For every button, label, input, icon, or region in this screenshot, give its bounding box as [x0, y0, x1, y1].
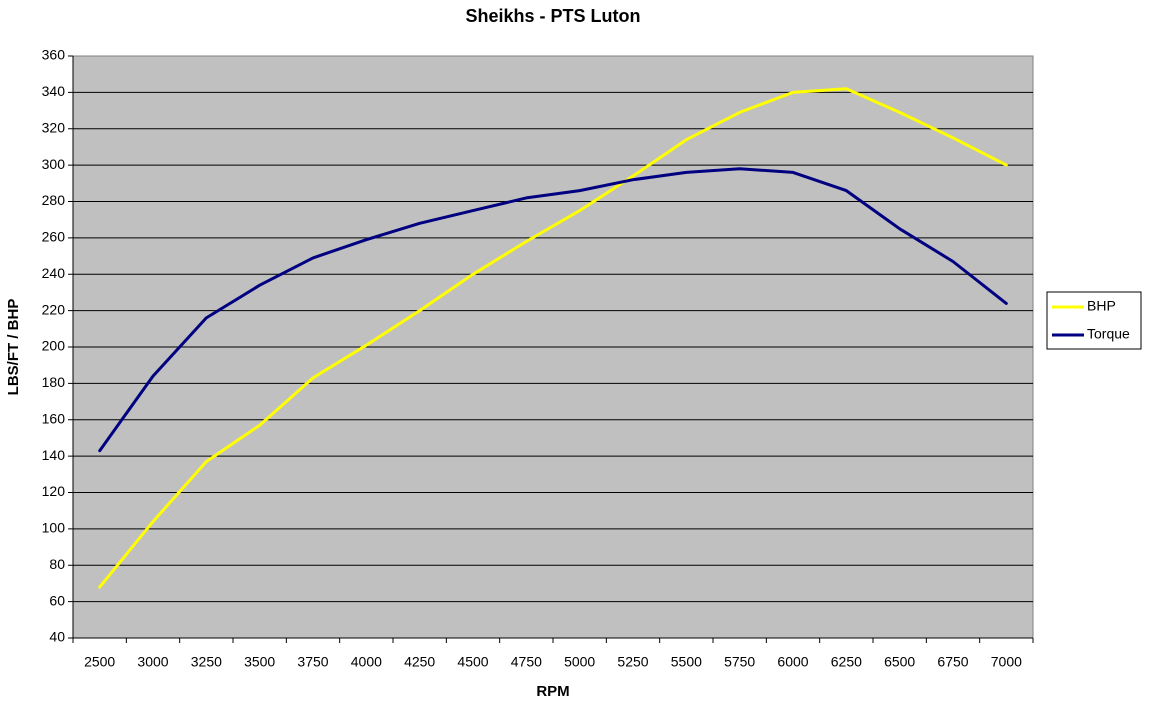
lines: [98, 87, 1008, 589]
x-tick-label: 4500: [457, 654, 488, 670]
x-tick-label: 6250: [831, 654, 862, 670]
x-tick-label: 5500: [671, 654, 702, 670]
y-tick-label: 280: [42, 192, 66, 208]
y-tick-label: 140: [42, 447, 66, 463]
y-tick-label: 260: [42, 229, 66, 245]
x-tick-label: 3500: [244, 654, 275, 670]
chart-title: Sheikhs - PTS Luton: [465, 6, 640, 26]
y-tick-label: 240: [42, 265, 66, 281]
y-tick-label: 160: [42, 410, 66, 426]
x-axis-title: RPM: [536, 683, 569, 700]
y-tick-label: 220: [42, 301, 66, 317]
y-tick-label: 120: [42, 483, 66, 499]
y-tick-label: 300: [42, 156, 66, 172]
y-tick-label: 100: [42, 520, 66, 536]
y-tick-label: 340: [42, 83, 66, 99]
x-tick-label: 3000: [137, 654, 168, 670]
grid: 40 60 80 100 120 140 160 180 200 220 240 260 280 300 3…: [42, 47, 1034, 670]
x-tick-label: 6750: [937, 654, 968, 670]
x-tick-label: 7000: [991, 654, 1022, 670]
x-tick-label: 3250: [191, 654, 222, 670]
y-tick-label: 200: [42, 338, 66, 354]
legend-box: [1046, 291, 1142, 350]
x-tick-label: 2500: [84, 654, 115, 670]
x-tick-label: 4000: [351, 654, 382, 670]
legend-label: BHP: [1087, 298, 1116, 314]
legend-label: Torque: [1087, 326, 1130, 342]
y-axis-title: LBS/FT / BHP: [5, 299, 22, 396]
y-tick-label: 320: [42, 119, 66, 135]
x-tick-label: 5250: [617, 654, 648, 670]
y-tick-label: 40: [49, 629, 65, 645]
x-tick-label: 4750: [511, 654, 542, 670]
x-tick-label: 6500: [884, 654, 915, 670]
x-tick-label: 6000: [777, 654, 808, 670]
x-tick-label: 5750: [724, 654, 755, 670]
y-tick-label: 360: [42, 47, 66, 63]
x-tick-label: 4250: [404, 654, 435, 670]
y-tick-label: 60: [49, 592, 65, 608]
y-tick-label: 180: [42, 374, 66, 390]
x-tick-label: 5000: [564, 654, 595, 670]
series-line: [98, 87, 1008, 589]
y-tick-label: 80: [49, 556, 65, 572]
legend: BHP Torque: [1046, 291, 1142, 350]
x-tick-label: 3750: [297, 654, 328, 670]
series-line: [98, 167, 1008, 453]
